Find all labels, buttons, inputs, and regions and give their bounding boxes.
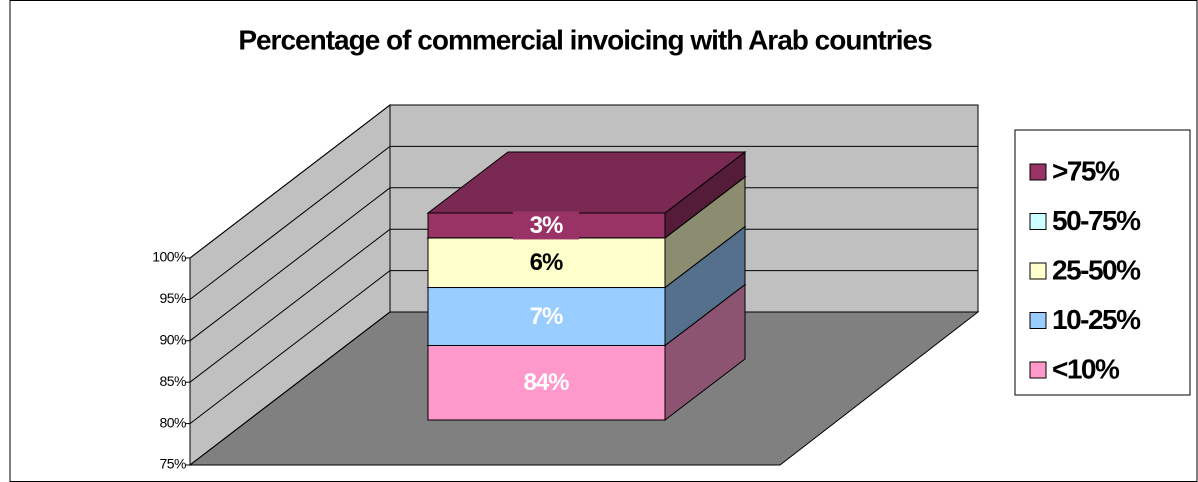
- y-tick-label: 75%: [159, 456, 186, 472]
- grid-line: [189, 104, 978, 259]
- grid-line: [189, 228, 978, 383]
- legend-label: <10%: [1052, 353, 1120, 384]
- legend-label: >75%: [1052, 155, 1120, 186]
- y-tick-label: 95%: [159, 290, 186, 306]
- legend-label: 50-75%: [1052, 205, 1141, 236]
- data-label-box: [513, 368, 579, 397]
- data-label: 84%: [523, 369, 569, 396]
- y-tick-label: 80%: [159, 414, 186, 430]
- legend-swatch: [1029, 213, 1047, 230]
- y-tick-label: 100%: [152, 249, 186, 265]
- legend-label: 25-50%: [1052, 254, 1141, 285]
- data-label-box: [513, 302, 579, 331]
- grid-line: [189, 311, 978, 466]
- data-label-box: [513, 211, 579, 240]
- bar-segment-top: [426, 151, 747, 214]
- legend-swatch: [1029, 262, 1047, 280]
- legend-swatch: [1029, 163, 1047, 181]
- y-tick-label: 85%: [159, 373, 186, 389]
- legend-swatch: [1029, 312, 1047, 329]
- legend-label: 10-25%: [1052, 304, 1141, 335]
- y-tick-label: 90%: [159, 332, 186, 348]
- grid-line: [189, 187, 978, 342]
- chart-title: Percentage of commercial invoicing with …: [238, 24, 932, 55]
- data-label: 3%: [530, 212, 563, 239]
- grid-line: [189, 145, 978, 300]
- data-label: 7%: [530, 303, 563, 330]
- data-label-box: [513, 248, 579, 277]
- grid-line: [189, 270, 978, 424]
- legend-swatch: [1029, 361, 1047, 379]
- data-label: 6%: [530, 249, 563, 276]
